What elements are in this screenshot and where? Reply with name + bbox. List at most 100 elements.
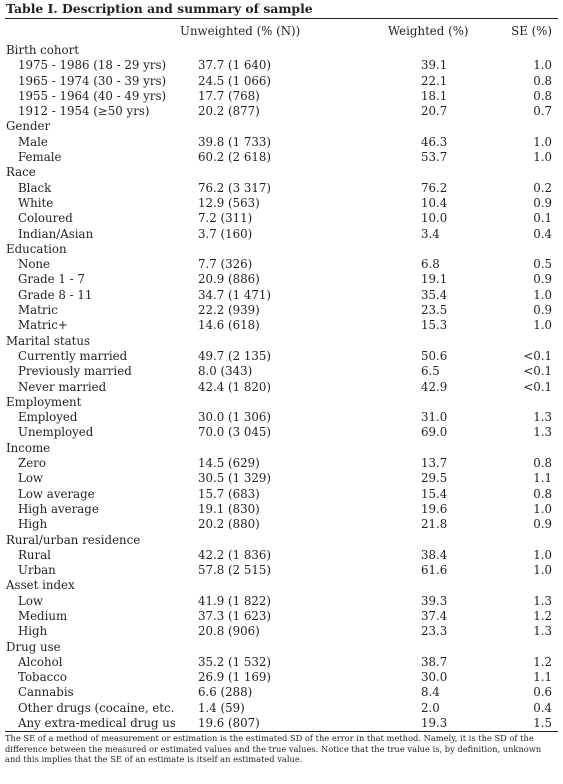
- weighted-cell: 19.6: [421, 501, 448, 516]
- group-label: Asset index: [6, 578, 75, 593]
- table-row: Male 39.8 (1 733) 46.3 1.0: [5, 135, 558, 150]
- table-row: Black 76.2 (3 317) 76.2 0.2: [5, 181, 558, 196]
- row-label: 1912 - 1954 (≥50 yrs): [18, 104, 150, 119]
- weighted-cell: 13.7: [421, 456, 448, 471]
- weighted-cell: 76.2: [421, 180, 448, 195]
- row-label: Matric: [18, 303, 58, 318]
- table-row: 1955 - 1964 (40 - 49 yrs) 17.7 (768) 18.1 0…: [5, 89, 558, 104]
- row-label: None: [18, 257, 51, 272]
- unweighted-cell: 24.5 (1 066): [198, 73, 271, 88]
- table-container: Table I. Description and summary of samp…: [5, 0, 558, 765]
- top-rule: [5, 18, 558, 19]
- table-row: Zero 14.5 (629) 13.7 0.8: [5, 456, 558, 471]
- weighted-cell: 8.4: [421, 685, 440, 700]
- table-row: Currently married 49.7 (2 135) 50.6 <0.1: [5, 349, 558, 364]
- group-label: Rural/urban residence: [6, 532, 141, 547]
- table-row: Indian/Asian 3.7 (160) 3.4 0.4: [5, 227, 558, 242]
- table-row: 1912 - 1954 (≥50 yrs) 20.2 (877) 20.7 0.7: [5, 104, 558, 119]
- table-row: Previously married 8.0 (343) 6.5 <0.1: [5, 364, 558, 379]
- table-row: Unemployed 70.0 (3 045) 69.0 1.3: [5, 425, 558, 440]
- se-cell: 0.8: [533, 456, 552, 471]
- unweighted-cell: 12.9 (563): [198, 195, 260, 210]
- row-label: Never married: [18, 379, 107, 394]
- table-title: Table I. Description and summary of samp…: [6, 1, 313, 16]
- group-label: Marital status: [6, 333, 91, 348]
- weighted-cell: 35.4: [421, 287, 448, 302]
- table-row: Low average 15.7 (683) 15.4 0.8: [5, 487, 558, 502]
- row-label: 1965 - 1974 (30 - 39 yrs): [18, 73, 167, 88]
- weighted-cell: 31.0: [421, 410, 448, 425]
- group-label: Education: [6, 241, 67, 256]
- group-row: Income: [5, 441, 558, 456]
- row-label: Any extra-medical drug use: [18, 716, 175, 731]
- row-label: Urban: [18, 563, 56, 578]
- se-cell: <0.1: [523, 364, 552, 379]
- unweighted-cell: 7.7 (326): [198, 257, 253, 272]
- row-label: Grade 1 - 7: [18, 272, 85, 287]
- unweighted-cell: 42.4 (1 820): [198, 379, 271, 394]
- row-label: Low: [18, 593, 44, 608]
- se-cell: 0.4: [533, 226, 552, 241]
- se-cell: 1.2: [533, 654, 552, 669]
- table-row: Urban 57.8 (2 515) 61.6 1.0: [5, 563, 558, 578]
- group-label: Race: [6, 165, 36, 180]
- group-label: Gender: [6, 119, 51, 134]
- header-row: Unweighted (% (N)) Weighted (%) SE (%): [5, 19, 558, 43]
- se-cell: <0.1: [523, 348, 552, 363]
- row-label: Zero: [18, 456, 46, 471]
- table-row: Medium 37.3 (1 623) 37.4 1.2: [5, 609, 558, 624]
- unweighted-cell: 3.7 (160): [198, 226, 253, 241]
- weighted-cell: 6.8: [421, 257, 440, 272]
- unweighted-cell: 60.2 (2 618): [198, 150, 271, 165]
- unweighted-cell: 19.1 (830): [198, 501, 260, 516]
- weighted-cell: 69.0: [421, 425, 448, 440]
- weighted-cell: 19.1: [421, 272, 448, 287]
- row-label: 1955 - 1964 (40 - 49 yrs): [18, 88, 167, 103]
- unweighted-cell: 22.2 (939): [198, 303, 260, 318]
- weighted-cell: 15.3: [421, 318, 448, 333]
- unweighted-cell: 14.6 (618): [198, 318, 260, 333]
- table-row: Coloured 7.2 (311) 10.0 0.1: [5, 211, 558, 226]
- table-row: Grade 1 - 7 20.9 (886) 19.1 0.9: [5, 272, 558, 287]
- se-cell: 0.9: [533, 195, 552, 210]
- weighted-cell: 15.4: [421, 486, 448, 501]
- group-label: Employment: [6, 394, 82, 409]
- se-cell: 1.0: [533, 287, 552, 302]
- se-cell: 0.8: [533, 73, 552, 88]
- row-label: High: [18, 624, 48, 639]
- row-label: Male: [18, 134, 48, 149]
- se-cell: 0.1: [533, 211, 552, 226]
- se-cell: 0.5: [533, 257, 552, 272]
- se-cell: 1.0: [533, 547, 552, 562]
- se-cell: 0.6: [533, 685, 552, 700]
- unweighted-cell: 26.9 (1 169): [198, 670, 271, 685]
- row-label: Low: [18, 471, 44, 486]
- unweighted-cell: 20.9 (886): [198, 272, 260, 287]
- table-row: Rural 42.2 (1 836) 38.4 1.0: [5, 548, 558, 563]
- weighted-cell: 6.5: [421, 364, 440, 379]
- se-cell: 1.0: [533, 318, 552, 333]
- unweighted-cell: 20.8 (906): [198, 624, 260, 639]
- se-cell: 0.8: [533, 486, 552, 501]
- weighted-cell: 3.4: [421, 226, 440, 241]
- weighted-cell: 10.4: [421, 195, 448, 210]
- unweighted-cell: 30.5 (1 329): [198, 471, 271, 486]
- table-row: None 7.7 (326) 6.8 0.5: [5, 257, 558, 272]
- row-label: High average: [18, 501, 99, 516]
- se-cell: 1.2: [533, 608, 552, 623]
- unweighted-cell: 42.2 (1 836): [198, 547, 271, 562]
- row-label: Rural: [18, 547, 51, 562]
- weighted-cell: 39.1: [421, 58, 448, 73]
- header-label: [5, 19, 175, 43]
- weighted-cell: 42.9: [421, 379, 448, 394]
- unweighted-cell: 37.3 (1 623): [198, 608, 271, 623]
- se-cell: 0.8: [533, 88, 552, 103]
- weighted-cell: 39.3: [421, 593, 448, 608]
- weighted-cell: 19.3: [421, 716, 448, 731]
- row-label: Cannabis: [18, 685, 74, 700]
- unweighted-cell: 37.7 (1 640): [198, 58, 271, 73]
- se-cell: 1.1: [533, 471, 552, 486]
- se-cell: <0.1: [523, 379, 552, 394]
- row-label: Coloured: [18, 211, 73, 226]
- se-cell: 0.7: [533, 104, 552, 119]
